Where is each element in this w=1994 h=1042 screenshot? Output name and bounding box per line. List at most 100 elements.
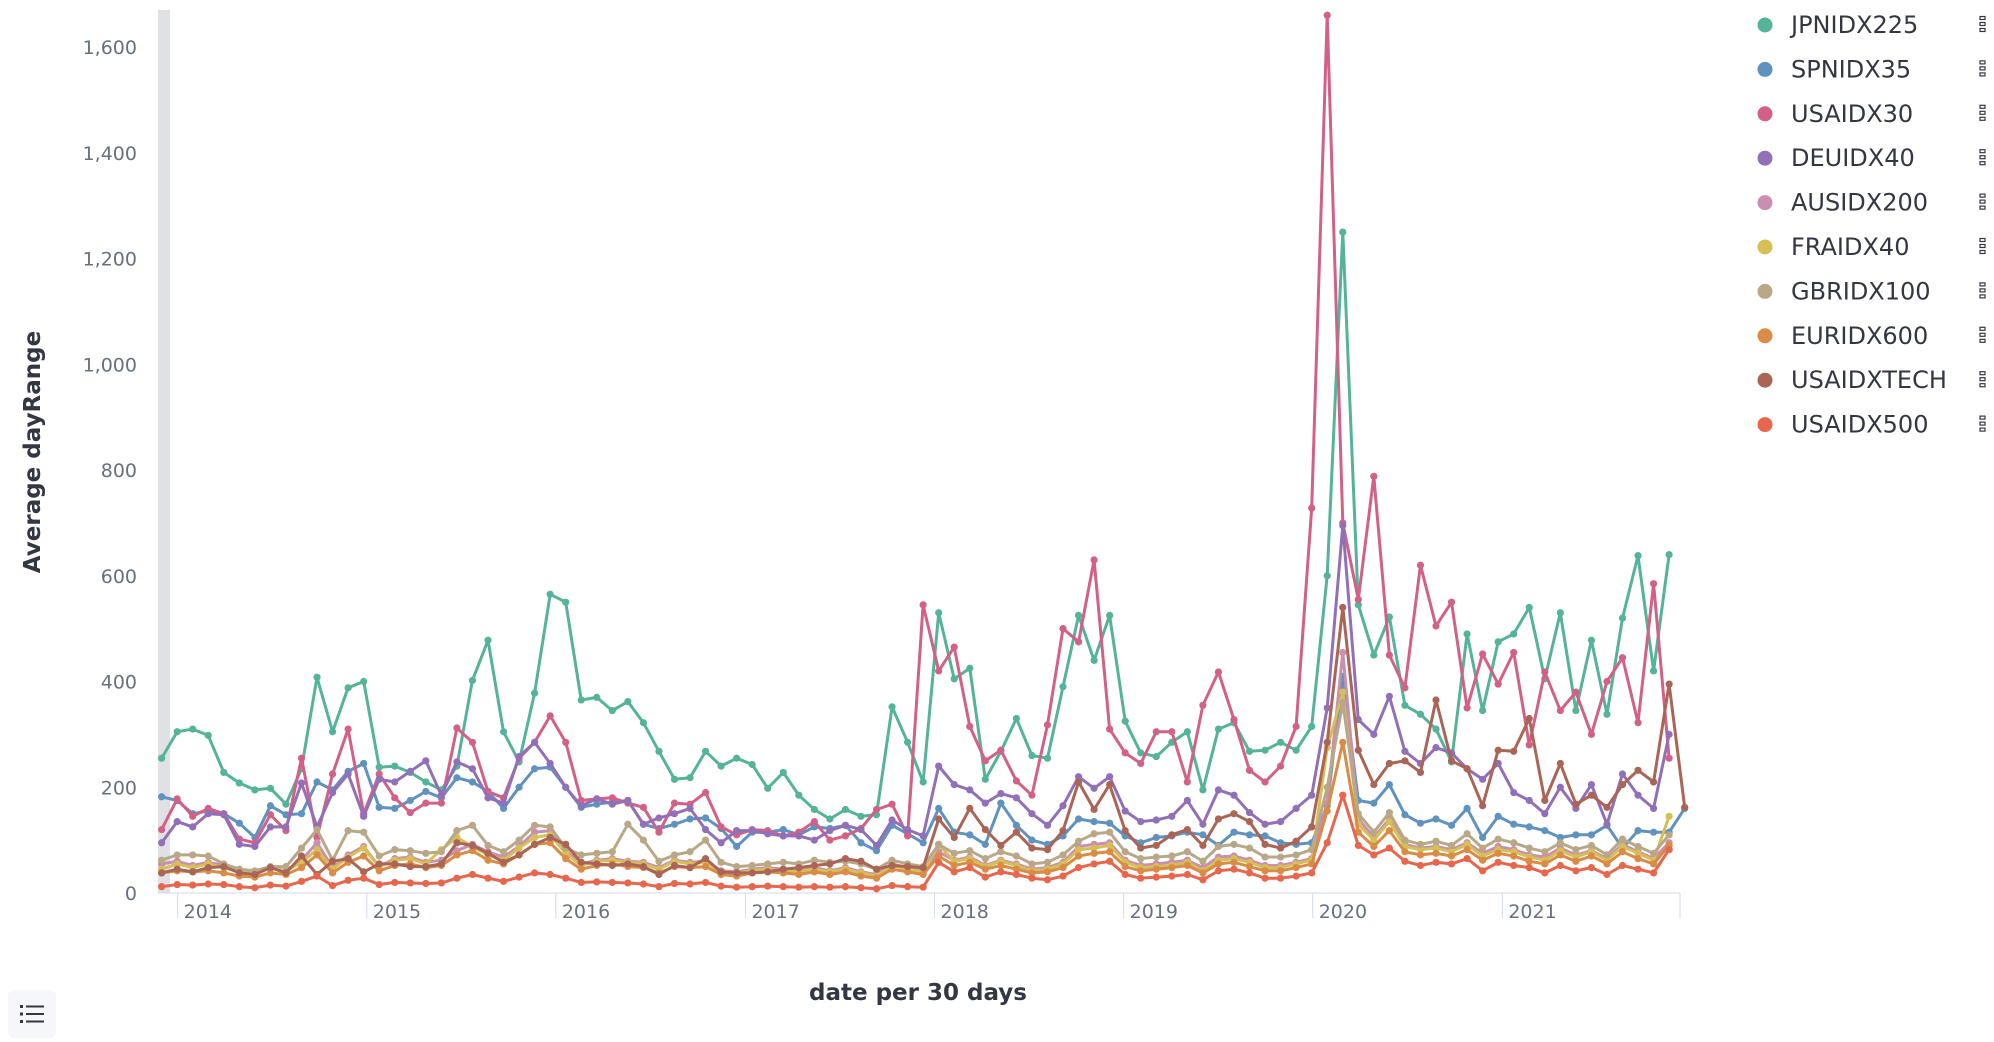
point-GBRIDX100-23 [515,836,523,844]
point-USAIDX30-71 [1261,778,1269,786]
point-SPNIDX35-52 [966,831,974,839]
point-USAIDX500-12 [344,876,352,884]
point-USAIDX500-84 [1463,855,1471,863]
point-JPNIDX225-71 [1261,746,1269,754]
point-GBRIDX100-76 [1339,699,1347,707]
point-USAIDX500-26 [562,874,570,882]
point-EURIDX600-59 [1074,852,1083,860]
legend-actions-icon-SPNIDX35[interactable] [1979,60,1986,77]
point-USAIDXTECH-36 [717,868,725,876]
point-USAIDX30-84 [1463,704,1471,712]
point-GBRIDX100-1 [173,851,181,859]
point-EURIDX600-13 [360,852,368,860]
point-USAIDX500-69 [1230,865,1238,873]
point-FRAIDX40-16 [406,855,414,863]
point-USAIDX500-28 [593,878,601,886]
point-EURIDX600-10 [313,851,321,859]
point-USAIDX30-42 [810,818,818,826]
point-USAIDX30-74 [1308,504,1316,512]
point-USAIDXTECH-44 [841,855,850,863]
point-DEUIDX40-57 [1043,821,1052,829]
point-USAIDX500-68 [1214,867,1223,875]
point-USAIDX30-33 [670,799,679,807]
point-GBRIDX100-54 [997,848,1005,856]
point-USAIDX30-12 [344,725,352,733]
point-DEUIDX40-97 [1665,730,1673,738]
legend-label-USAIDXTECH[interactable]: USAIDXTECH [1791,366,1947,394]
point-EURIDX600-57 [1043,868,1052,876]
point-DEUIDX40-69 [1230,791,1238,799]
legend-actions-icon-DEUIDX40[interactable] [1979,149,1986,166]
point-USAIDXTECH-56 [1028,844,1036,852]
point-DEUIDX40-14 [375,775,383,783]
point-USAIDX30-94 [1618,654,1627,662]
legend-label-USAIDX500[interactable]: USAIDX500 [1791,411,1928,439]
point-SPNIDX35-83 [1447,821,1456,829]
point-USAIDX500-1 [173,880,181,889]
point-USAIDX500-55 [1012,870,1020,879]
legend-label-USAIDX30[interactable]: USAIDX30 [1791,100,1913,128]
point-DEUIDX40-19 [453,758,461,766]
point-JPNIDX225-82 [1432,725,1440,733]
legend-label-GBRIDX100[interactable]: GBRIDX100 [1791,277,1931,305]
point-DEUIDX40-13 [360,812,368,820]
point-USAIDX500-32 [655,883,663,891]
legend-actions-icon-FRAIDX40[interactable] [1979,237,1986,255]
point-USAIDX500-39 [764,882,772,890]
y-tick-label-400: 400 [101,672,137,694]
legend-toggle-button[interactable] [8,990,56,1038]
point-USAIDX500-48 [904,883,912,891]
point-GBRIDX100-25 [546,823,554,831]
point-USAIDXTECH-93 [1603,803,1611,811]
legend-actions-icon-AUSIDX200[interactable] [1979,193,1986,210]
legend-actions-icon-USAIDXTECH[interactable] [1979,371,1986,388]
legend-label-SPNIDX35[interactable]: SPNIDX35 [1791,55,1911,83]
legend-label-AUSIDX200[interactable]: AUSIDX200 [1791,189,1928,217]
point-JPNIDX225-21 [484,636,492,644]
legend-actions-icon-EURIDX600[interactable] [1979,326,1986,343]
legend-actions-icon-USAIDX30[interactable] [1979,104,1986,121]
legend-label-JPNIDX225[interactable]: JPNIDX225 [1789,11,1918,39]
legend-actions-icon-USAIDX500[interactable] [1979,415,1986,432]
point-GBRIDX100-36 [717,858,725,866]
point-USAIDX30-18 [437,799,445,807]
x-tick-label-2019: 2019 [1130,901,1178,923]
point-DEUIDX40-80 [1401,747,1409,755]
point-EURIDX600-20 [468,847,477,855]
point-GBRIDX100-55 [1012,852,1020,860]
point-USAIDX500-11 [328,881,337,890]
legend-actions-icon-JPNIDX225[interactable] [1979,15,1986,33]
point-USAIDX500-96 [1649,869,1658,877]
legend-actions-icon-GBRIDX100[interactable] [1979,282,1986,299]
point-DEUIDX40-58 [1059,802,1067,810]
point-USAIDXTECH-75 [1323,738,1331,746]
point-DEUIDX40-52 [966,786,974,794]
point-USAIDXTECH-83 [1447,757,1456,765]
point-EURIDX600-83 [1447,852,1456,860]
point-USAIDX30-60 [1090,556,1098,564]
point-FRAIDX40-60 [1090,844,1098,852]
point-DEUIDX40-46 [872,841,881,850]
y-tick-label-0: 0 [125,883,137,905]
point-USAIDX30-57 [1043,721,1052,729]
point-USAIDX30-85 [1479,650,1487,658]
point-USAIDX30-75 [1323,11,1331,19]
legend-dot-FRAIDX40 [1757,239,1773,255]
point-EURIDX600-68 [1214,860,1223,868]
point-DEUIDX40-71 [1261,820,1269,828]
point-USAIDX500-58 [1059,872,1067,880]
legend-label-DEUIDX40[interactable]: DEUIDX40 [1791,144,1915,172]
point-SPNIDX35-95 [1634,827,1642,835]
point-USAIDXTECH-21 [484,849,492,857]
point-EURIDX600-45 [857,872,865,880]
legend-label-EURIDX600[interactable]: EURIDX600 [1791,322,1928,350]
point-DEUIDX40-90 [1556,783,1564,791]
point-USAIDXTECH-79 [1385,759,1393,768]
y-tick-label-1000: 1,000 [83,354,137,376]
point-SPNIDX35-34 [686,815,694,823]
point-EURIDX600-27 [577,865,585,873]
point-GBRIDX100-89 [1541,848,1549,856]
y-axis-title: Average dayRange [20,331,46,573]
legend-label-FRAIDX40[interactable]: FRAIDX40 [1791,233,1909,261]
